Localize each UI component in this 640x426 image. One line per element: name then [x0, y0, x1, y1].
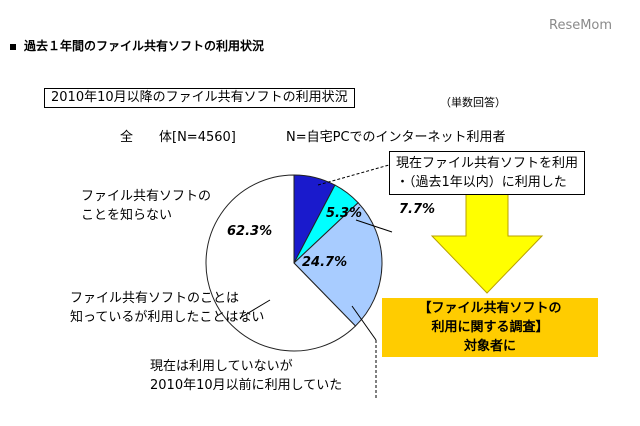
callout-current-users: 現在ファイル共有ソフトを利用 ・（過去1年以内）に利用した [389, 151, 586, 195]
value-label-past: 5.3% [326, 206, 363, 221]
leader-line [351, 305, 377, 341]
slice-label-line: 2010年10月以前に利用していた [150, 378, 343, 393]
total-label: 全 体[N=4560] [120, 130, 236, 145]
value-label-unaware: 62.3% [227, 224, 273, 239]
down-arrow-icon [430, 192, 544, 294]
leader-line [355, 219, 393, 233]
leader-line [317, 164, 390, 186]
leader-line [239, 299, 271, 319]
slice-label-line: ファイル共有ソフトの [81, 189, 212, 204]
slice-label-line: 現在ファイル共有ソフトを利用 [396, 156, 579, 171]
result-line: 利用に関する調査】 [431, 320, 549, 335]
label-aware-never-used: ファイル共有ソフトのことは 知っているが利用したことはない [70, 289, 264, 327]
unit-note: （単数回答） [440, 96, 506, 109]
label-unaware: ファイル共有ソフトの ことを知らない [81, 187, 211, 225]
label-past-users: 現在は利用していないが 2010年10月以前に利用していた [150, 357, 342, 395]
result-line: 【ファイル共有ソフトの [418, 301, 562, 316]
chart-title: 2010年10月以降のファイル共有ソフトの利用状況 [44, 88, 355, 108]
heading-bullet-icon [10, 44, 16, 50]
result-line: 対象者に [463, 339, 516, 354]
site-logo: ReseMom [549, 18, 613, 33]
slice-label-line: ファイル共有ソフトのことは [70, 291, 240, 306]
slice-label-line: 現在は利用していないが [150, 359, 293, 374]
slice-label-line: ・（過去1年以内）に利用した [396, 175, 567, 190]
slice-label-line: 知っているが利用したことはない [70, 310, 265, 325]
pie-slice [293, 202, 383, 327]
figure-heading: 過去１年間のファイル共有ソフトの利用状況 [24, 39, 265, 53]
pie-slice [205, 174, 357, 352]
value-label-aware: 24.7% [302, 255, 348, 270]
survey-target-box: 【ファイル共有ソフトの 利用に関する調査】 対象者に [382, 298, 598, 357]
slice-label-line: ことを知らない [81, 208, 173, 223]
base-note: N=自宅PCでのインターネット利用者 [286, 130, 506, 145]
value-label-current: 7.7% [399, 202, 436, 217]
